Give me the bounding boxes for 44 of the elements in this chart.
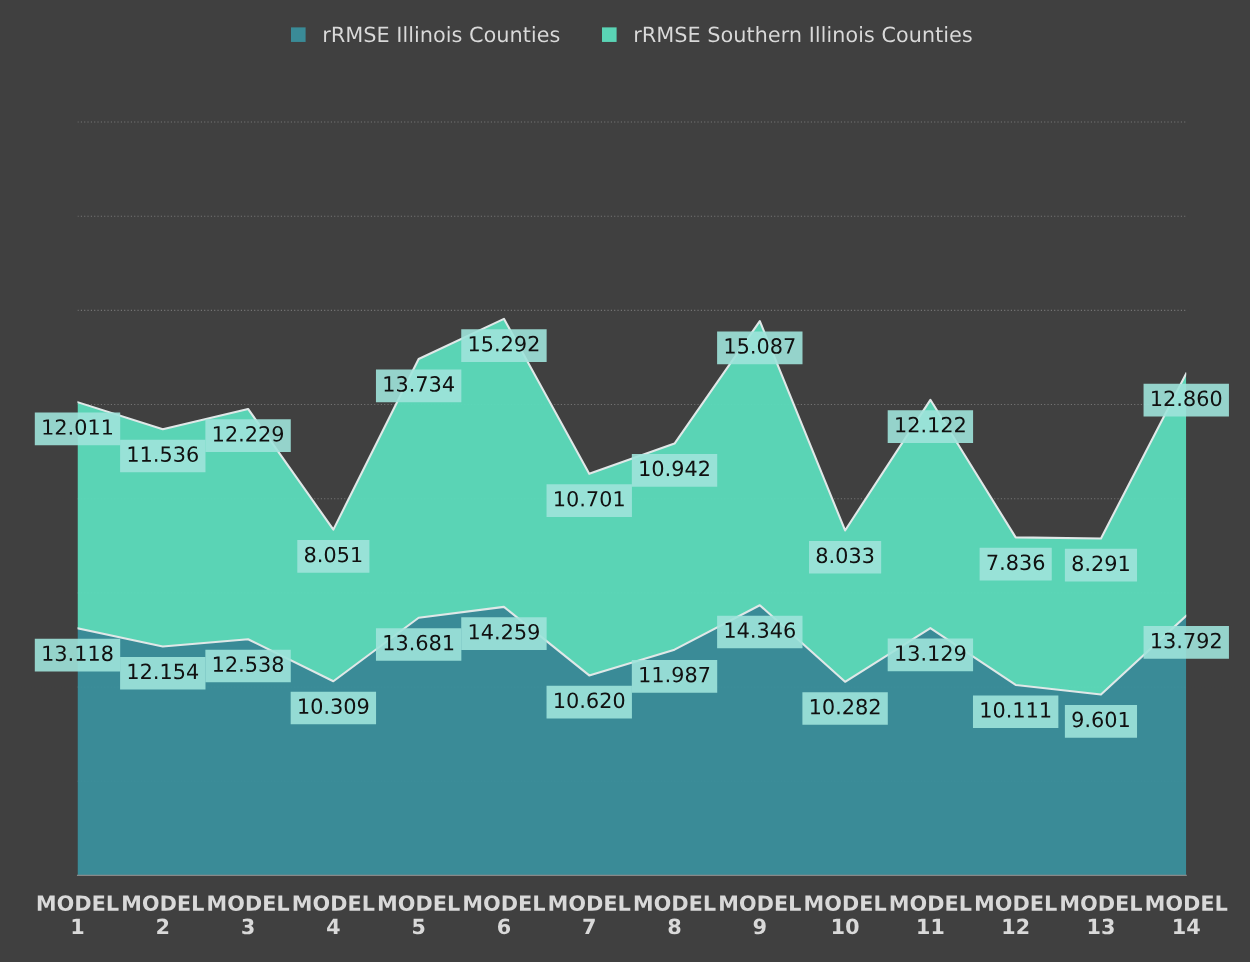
data-label: 13.734	[384, 376, 454, 392]
x-tick-label: MODEL 13	[1061, 895, 1143, 935]
data-label: 10.620	[555, 692, 625, 709]
x-tick-label: MODEL 3	[208, 895, 290, 935]
data-label: 12.154	[128, 663, 199, 680]
x-tick-label: MODEL 10	[805, 895, 887, 935]
x-tick-label: MODEL 5	[378, 895, 460, 935]
x-tick-label: MODEL 4	[293, 895, 375, 935]
data-label: 15.292	[469, 335, 539, 352]
data-label: 10.282	[810, 698, 880, 715]
data-label: 13.792	[1152, 632, 1221, 649]
x-tick-label: MODEL 1	[37, 895, 119, 935]
x-tick-label: MODEL 9	[720, 895, 801, 935]
data-label: 13.118	[43, 645, 113, 662]
x-tick-label: MODEL 11	[890, 895, 972, 935]
data-label: 12.011	[43, 419, 113, 435]
data-label: 12.538	[213, 656, 284, 673]
x-tick-label: MODEL 12	[975, 895, 1057, 935]
data-label: 14.259	[469, 623, 539, 640]
data-label: 7.836	[987, 554, 1045, 571]
data-label: 14.346	[725, 622, 795, 639]
data-label: 10.701	[555, 490, 624, 507]
data-label: 13.129	[896, 645, 966, 661]
data-label: 10.111	[981, 702, 1051, 718]
data-label: 13.681	[384, 634, 454, 651]
x-tick-label: MODEL 14	[1146, 895, 1228, 935]
x-tick-label: MODEL 8	[634, 895, 716, 935]
x-tick-label: MODEL 7	[549, 895, 631, 935]
data-label: 10.942	[640, 460, 709, 477]
data-label: 12.860	[1152, 390, 1222, 407]
data-label: 8.033	[816, 547, 874, 564]
legend-label: rRMSE Illinois Counties	[324, 26, 560, 43]
data-label: 15.087	[725, 338, 795, 354]
data-label: 12.122	[896, 416, 965, 433]
data-label: 10.309	[299, 698, 369, 715]
data-label: 11.536	[128, 446, 198, 463]
data-label: 11.987	[640, 666, 710, 683]
legend-label: rRMSE Southern Illinois Counties	[635, 26, 972, 43]
data-label: 8.051	[304, 546, 362, 563]
data-label: 8.291	[1072, 555, 1129, 572]
data-label: 9.601	[1072, 711, 1129, 728]
x-tick-label: MODEL 2	[123, 895, 204, 935]
data-label: 12.229	[213, 425, 284, 442]
x-tick-label: MODEL 6	[464, 895, 545, 935]
